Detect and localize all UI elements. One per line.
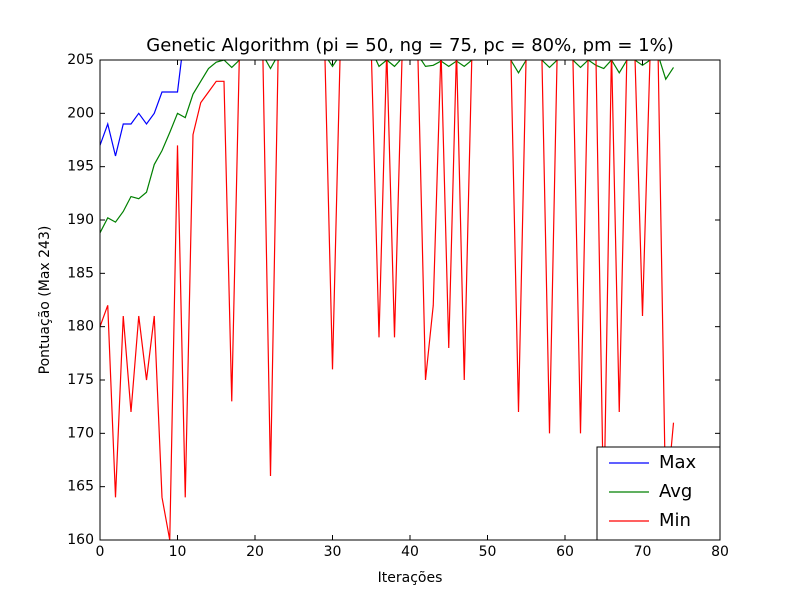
- x-tick-label: 60: [556, 544, 574, 560]
- x-tick-label: 70: [634, 544, 652, 560]
- x-tick-label: 40: [401, 544, 419, 560]
- y-tick-label: 160: [67, 532, 94, 548]
- y-axis-label: Pontuação (Max 243): [37, 226, 53, 375]
- x-tick-label: 80: [711, 544, 729, 560]
- x-tick-label: 0: [96, 544, 105, 560]
- y-tick-label: 180: [67, 319, 94, 335]
- legend-label: Max: [659, 452, 697, 473]
- y-tick-label: 165: [67, 479, 94, 495]
- plot-area: [100, 60, 675, 540]
- x-tick-label: 50: [479, 544, 497, 560]
- x-tick-label: 10: [169, 544, 187, 560]
- y-tick-label: 205: [67, 52, 94, 68]
- legend-label: Min: [659, 510, 691, 531]
- y-tick-label: 200: [67, 105, 94, 121]
- chart-title: Genetic Algorithm (pi = 50, ng = 75, pc …: [146, 35, 673, 56]
- x-tick-label: 20: [246, 544, 264, 560]
- y-tick-label: 170: [67, 425, 94, 441]
- y-tick-label: 195: [67, 159, 94, 175]
- y-tick-label: 190: [67, 212, 94, 228]
- line-series: [100, 60, 675, 540]
- y-tick-label: 175: [67, 372, 94, 388]
- line-series: [100, 60, 675, 234]
- x-axis-label: Iterações: [378, 570, 443, 586]
- legend-label: Avg: [659, 481, 692, 502]
- x-tick-label: 30: [324, 544, 342, 560]
- y-tick-label: 185: [67, 265, 94, 281]
